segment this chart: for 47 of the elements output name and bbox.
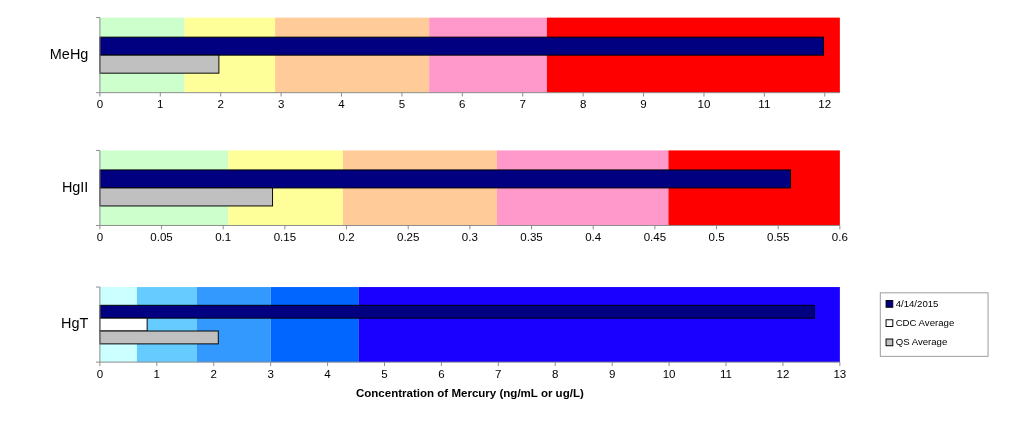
x-tick-label: 0.3 <box>461 230 478 243</box>
x-tick-label: 13 <box>833 367 847 380</box>
x-tick-label: 7 <box>519 98 526 111</box>
x-tick-label: 9 <box>608 367 616 380</box>
x-tick-label: 2 <box>217 98 224 111</box>
x-tick-label: 4 <box>338 98 346 111</box>
x-tick-label: 10 <box>697 98 711 111</box>
x-tick-label: 11 <box>758 98 771 111</box>
x-tick-label: 0.35 <box>520 230 543 243</box>
x-tick-label: 3 <box>277 98 285 111</box>
x-tick-label: 0.05 <box>150 230 173 243</box>
x-tick-label: 0.25 <box>396 230 420 243</box>
x-tick-label: 4 <box>324 367 332 380</box>
y-tick-label: HgT <box>61 315 89 332</box>
x-tick-label: 0 <box>96 367 104 380</box>
y-tick-label: HgII <box>61 178 89 195</box>
x-tick-label: 0.55 <box>766 230 790 243</box>
x-tick-label: 6 <box>438 367 445 380</box>
x-tick-label: 0 <box>96 230 104 243</box>
x-tick-label: 8 <box>579 98 587 111</box>
x-tick-label: 0.4 <box>585 230 602 243</box>
x-tick-label: 9 <box>640 98 647 111</box>
x-tick-label: 10 <box>662 367 676 380</box>
x-tick-label: 1 <box>157 98 164 111</box>
x-tick-label: 1 <box>153 367 161 380</box>
x-tick-label: 5 <box>381 367 388 380</box>
x-tick-label: 0.6 <box>831 230 848 243</box>
x-tick-label: 0.1 <box>215 230 232 243</box>
x-tick-label: 0.5 <box>708 230 725 243</box>
x-tick-label: 6 <box>459 98 466 111</box>
x-tick-label: 3 <box>267 367 274 380</box>
x-tick-label: 5 <box>398 98 406 111</box>
x-axis-title: Concentration of Mercury (ng/mL or ug/L) <box>355 386 584 399</box>
legend-label: CDC Average <box>895 317 955 329</box>
x-tick-label: 12 <box>776 367 790 380</box>
x-tick-label: 7 <box>495 367 502 380</box>
x-tick-label: 0.15 <box>273 230 297 243</box>
x-tick-label: 0.45 <box>643 230 667 243</box>
legend-label: 4/14/2015 <box>895 297 939 309</box>
x-tick-label: 2 <box>210 367 217 380</box>
legend-label: QS Average <box>895 336 948 348</box>
x-tick-label: 11 <box>720 367 733 380</box>
x-tick-label: 0.2 <box>338 230 355 243</box>
x-tick-label: 12 <box>818 98 832 111</box>
x-tick-label: 0 <box>96 98 104 111</box>
y-tick-label: MeHg <box>49 45 89 62</box>
x-tick-label: 8 <box>552 367 559 380</box>
